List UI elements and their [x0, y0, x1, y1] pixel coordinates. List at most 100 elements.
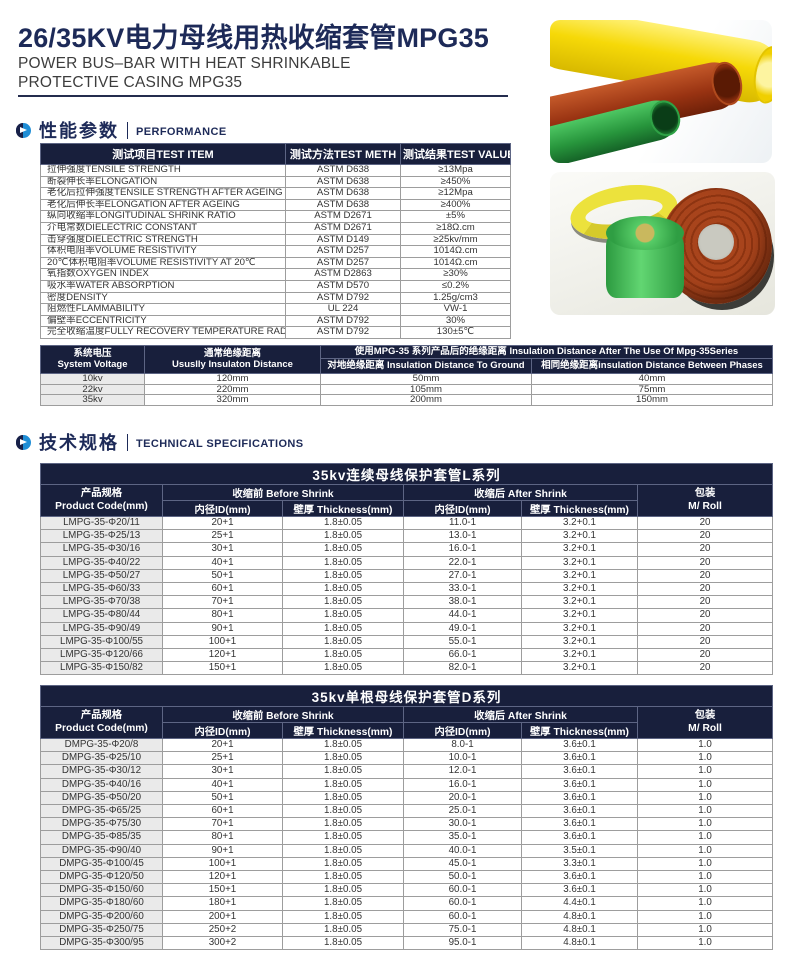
table-cell: 30+1 [162, 542, 283, 557]
table-cell: LMPG-35-Φ100/55 [40, 634, 163, 650]
table-cell: 60.0-1 [403, 896, 522, 911]
table-cell: LMPG-35-Φ50/27 [40, 568, 163, 584]
table-row: 吸水率WATER ABSORPTION ASTM D570 ≤0.2% [40, 279, 511, 293]
table-cell: 8.0-1 [403, 737, 522, 753]
table-cell: DMPG-35-Φ300/95 [40, 936, 163, 951]
table-row: LMPG-35-Φ120/66 120+1 1.8±0.05 66.0-1 3.2+0.… [40, 648, 774, 663]
table-cell: 20 [636, 555, 774, 570]
table-cell: LMPG-35-Φ150/82 [40, 661, 163, 676]
table-cell: 1.0 [636, 883, 774, 898]
column-header: 内径ID(mm) [403, 500, 522, 517]
table-row: DMPG-35-Φ75/30 70+1 1.8±0.05 30.0-1 3.6±0.1 1… [40, 817, 774, 832]
column-header: 测试项目TEST ITEM [40, 143, 286, 165]
table-cell: 1.8±0.05 [282, 764, 404, 779]
table-row: 体积电阻率VOLUME RESISTIVITY ASTM D257 1014Ω.cm [40, 245, 511, 258]
table-cell: 4.8±0.1 [521, 936, 638, 951]
table-cell: 3.6±0.1 [521, 883, 638, 898]
table-cell: ASTM D257 [285, 245, 401, 258]
table-cell: ASTM D638 [285, 187, 401, 200]
table-cell: 70+1 [162, 595, 283, 610]
table-cell: 3.6±0.1 [521, 804, 638, 819]
table-row: DMPG-35-Φ250/75 250+2 1.8±0.05 75.0-1 4.8±0.… [40, 922, 774, 938]
performance-table-header: 测试项目TEST ITEM 测试方法TEST METH 测试结果TEST VAL… [40, 143, 511, 165]
table-cell: 55.0-1 [403, 634, 522, 650]
table-cell: ASTM D149 [285, 233, 401, 247]
column-header: 壁厚 Thickness(mm) [282, 500, 404, 517]
table-cell: DMPG-35-Φ90/40 [40, 843, 163, 858]
column-header: 相同绝缘距离insulation Distance Between Phases [531, 357, 773, 374]
table-cell: 30+1 [162, 764, 283, 779]
table-cell: 3.5±0.1 [521, 843, 638, 858]
product-photo-rolls [550, 172, 775, 315]
table-row: LMPG-35-Φ80/44 80+1 1.8±0.05 44.0-1 3.2+0.1 2… [40, 608, 774, 623]
table-cell: 60.0-1 [403, 883, 522, 898]
section-title-cn: 性能参数 [39, 121, 119, 141]
table-row: DMPG-35-Φ300/95 300+2 1.8±0.05 95.0-1 4.8±0.… [40, 936, 774, 951]
table-cell: ≥450% [400, 175, 511, 189]
table-cell: 30% [400, 314, 511, 328]
table-cell: 1.8±0.05 [282, 790, 404, 806]
table-cell: ≥400% [400, 198, 511, 212]
table-cell: 66.0-1 [403, 648, 522, 663]
table-cell: 50+1 [162, 790, 283, 806]
table-cell: 3.2+0.1 [521, 568, 638, 584]
table-cell: DMPG-35-Φ180/60 [40, 896, 163, 911]
table-cell: 1.8±0.05 [282, 648, 404, 663]
table-cell: 氧指数OXYGEN INDEX [40, 268, 286, 281]
table-row: 35kv 320mm 200mm 150mm [40, 394, 773, 407]
table-cell: 1.0 [636, 777, 774, 792]
table-cell: 1.8±0.05 [282, 830, 404, 845]
table-row: 老化后伸长率ELONGATION AFTER AGEING ASTM D638 ≥4… [40, 198, 511, 212]
table-row: DMPG-35-Φ20/8 20+1 1.8±0.05 8.0-1 3.6±0.1 1.0 [40, 737, 774, 753]
product-photo-tubes [550, 20, 772, 163]
table-cell: 1.0 [636, 909, 774, 924]
table-row: DMPG-35-Φ65/25 60+1 1.8±0.05 25.0-1 3.6±0.1 1… [40, 804, 774, 819]
section-title-cn: 技术规格 [39, 433, 119, 453]
table-row: LMPG-35-Φ40/22 40+1 1.8±0.05 22.0-1 3.2+0.1 2… [40, 555, 774, 570]
table-cell: 20 [636, 661, 774, 676]
column-header: 收缩前 Before Shrink [162, 706, 404, 723]
table-cell: 完全收缩温度FULLY RECOVERY TEMPERATURE RADIO [40, 326, 286, 339]
table-cell: 3.2+0.1 [521, 555, 638, 570]
table-cell: LMPG-35-Φ80/44 [40, 608, 163, 623]
table-cell: ≥12Mpa [400, 187, 511, 200]
table-cell: 体积电阻率VOLUME RESISTIVITY [40, 245, 286, 258]
table-cell: DMPG-35-Φ25/10 [40, 751, 163, 766]
table-cell: 3.6±0.1 [521, 830, 638, 845]
table-cell: ASTM D2671 [285, 210, 401, 223]
voltage-table: 系统电压 System Voltage 通常绝缘距离 Ususlly Insulat… [40, 345, 773, 407]
table-cell: 1.8±0.05 [282, 595, 404, 610]
table-cell: ASTM D2863 [285, 268, 401, 281]
table-cell: ≥30% [400, 268, 511, 281]
column-header: 内径ID(mm) [162, 500, 283, 517]
table-row: 22kv 220mm 105mm 75mm [40, 383, 773, 396]
table-cell: 25+1 [162, 529, 283, 544]
table-cell: DMPG-35-Φ40/16 [40, 777, 163, 792]
table-cell: 70+1 [162, 817, 283, 832]
table-cell: 11.0-1 [403, 515, 522, 531]
table-cell: 82.0-1 [403, 661, 522, 676]
table-cell: ASTM D792 [285, 326, 401, 339]
table-cell: DMPG-35-Φ200/60 [40, 909, 163, 924]
section-performance: 性能参数 PERFORMANCE [16, 117, 227, 143]
table-cell: 20 [636, 634, 774, 650]
table-cell: 75mm [531, 383, 773, 396]
table-cell: UL 224 [285, 303, 401, 316]
table-cell: ASTM D792 [285, 291, 401, 305]
table-cell: 1.0 [636, 817, 774, 832]
table-cell: 3.6±0.1 [521, 751, 638, 766]
table-cell: ≥18Ω.cm [400, 221, 511, 235]
table-cell: 3.2+0.1 [521, 634, 638, 650]
table-cell: 1.8±0.05 [282, 804, 404, 819]
column-header: 测试方法TEST METH [285, 143, 401, 165]
table-cell: 130±5℃ [400, 326, 511, 339]
table-row: DMPG-35-Φ40/16 40+1 1.8±0.05 16.0-1 3.6±0.1 1… [40, 777, 774, 792]
arrow-bullet-icon [16, 122, 31, 138]
table-cell: 1.0 [636, 843, 774, 858]
table-cell: 1.0 [636, 764, 774, 779]
table-cell: 1.0 [636, 830, 774, 845]
page-subtitle: POWER BUS–BAR WITH HEAT SHRINKABLE PROTE… [18, 54, 351, 93]
table-cell: 30.0-1 [403, 817, 522, 832]
table-cell: ASTM D638 [285, 164, 401, 177]
